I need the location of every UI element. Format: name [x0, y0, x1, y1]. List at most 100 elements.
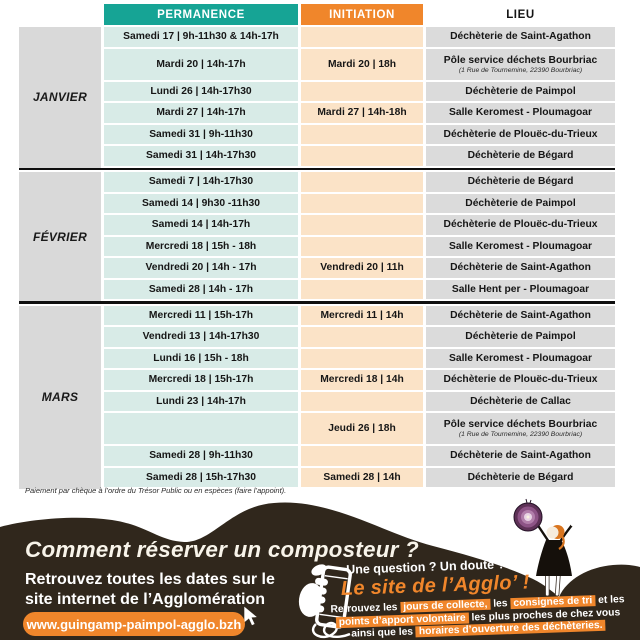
lieu-cell-text: Déchèterie de Saint-Agathon	[450, 31, 591, 43]
permanence-cell	[104, 413, 298, 444]
lieu-cell-text: Salle Keromest - Ploumagoar	[448, 240, 593, 252]
initiation-cell-text: Mercredi 18 | 14h	[320, 374, 404, 386]
lieu-cell: Déchèterie de Paimpol	[426, 193, 615, 213]
footer-subtitle-line2: site internet de l’Agglomération	[25, 591, 266, 608]
permanence-cell: Samedi 14 | 14h-17h	[104, 215, 298, 235]
table-row: Samedi 28 | 9h-11h30 Déchèterie de Saint-…	[104, 446, 615, 466]
highlight-consignes-de-tri: consignes de tri	[510, 595, 596, 610]
permanence-cell-text: Mardi 27 | 14h-17h	[156, 107, 246, 119]
month-rows: Samedi 17 | 9h-11h30 & 14h-17h Déchèterie…	[104, 27, 615, 168]
lieu-cell: Déchèterie de Plouëc-du-Trieux	[426, 215, 615, 235]
lieu-cell: Salle Hent per - Ploumagoar	[426, 279, 615, 299]
initiation-cell: Mercredi 11 | 14h	[301, 305, 423, 325]
table-row: Samedi 7 | 14h-17h30 Déchèterie de Bégard	[104, 172, 615, 192]
footer-section: Comment réserver un composteur ? Retrouv…	[0, 490, 640, 640]
lieu-cell: Déchèterie de Paimpol	[426, 327, 615, 347]
footer-subtitle: Retrouvez toutes les dates sur le site i…	[25, 570, 275, 610]
lieu-cell: Déchèterie de Bégard	[426, 172, 615, 192]
table-header-row: PERMANENCE INITIATION LIEU	[104, 4, 615, 25]
table-row: Samedi 14 | 14h-17h Déchèterie de Plouëc-…	[104, 215, 615, 235]
initiation-cell-text: Samedi 28 | 14h	[323, 471, 401, 483]
permanence-cell: Samedi 28 | 15h-17h30	[104, 467, 298, 487]
month-label: JANVIER	[19, 27, 101, 168]
permanence-cell-text: Mardi 20 | 14h-17h	[156, 58, 246, 70]
lieu-cell: Déchèterie de Callac	[426, 391, 615, 411]
initiation-cell: Samedi 28 | 14h	[301, 467, 423, 487]
permanence-cell: Mercredi 18 | 15h - 18h	[104, 236, 298, 256]
initiation-cell	[301, 215, 423, 235]
woman-hand	[570, 521, 576, 527]
permanence-cell: Samedi 28 | 9h-11h30	[104, 446, 298, 466]
initiation-cell-text: Vendredi 20 | 11h	[320, 262, 404, 274]
initiation-cell	[301, 391, 423, 411]
initiation-cell-text: Mardi 27 | 14h-18h	[317, 107, 407, 119]
permanence-cell: Samedi 28 | 14h - 17h	[104, 279, 298, 299]
lieu-cell: Pôle service déchets Bourbriac (1 Rue de …	[426, 413, 615, 444]
payment-footnote: Paiement par chèque à l’ordre du Trésor …	[25, 486, 287, 495]
initiation-cell	[301, 27, 423, 47]
table-row: Samedi 31 | 14h-17h30 Déchèterie de Bégar…	[104, 146, 615, 166]
month-group-2: FÉVRIER Samedi 7 | 14h-17h30 Déchèterie de…	[19, 172, 615, 301]
initiation-cell: Mardi 20 | 18h	[301, 48, 423, 80]
initiation-cell	[301, 327, 423, 347]
month-label: FÉVRIER	[19, 172, 101, 301]
initiation-cell-text: Mardi 20 | 18h	[327, 58, 397, 70]
lieu-header: LIEU	[506, 8, 535, 21]
table-row: Jeudi 26 | 18h Pôle service déchets Bourb…	[104, 413, 615, 444]
lieu-cell-text: Déchèterie de Plouëc-du-Trieux	[443, 219, 598, 231]
table-row: Vendredi 20 | 14h - 17h Vendredi 20 | 11h…	[104, 258, 615, 278]
table-row: Samedi 28 | 14h - 17h Salle Hent per - Pl…	[104, 279, 615, 299]
lieu-cell-text: Salle Keromest - Ploumagoar	[448, 352, 593, 364]
lieu-cell-text: Déchèterie de Saint-Agathon	[450, 450, 591, 462]
permanence-cell-text: Samedi 28 | 14h - 17h	[148, 283, 254, 295]
lieu-cell-text: Déchèterie de Plouëc-du-Trieux	[443, 374, 598, 386]
table-row: Samedi 14 | 9h30 -11h30 Déchèterie de Pai…	[104, 193, 615, 213]
initiation-cell-text: Mercredi 11 | 14h	[320, 309, 404, 321]
initiation-cell	[301, 193, 423, 213]
permanence-cell: Lundi 23 | 14h-17h	[104, 391, 298, 411]
permanence-cell: Lundi 26 | 14h-17h30	[104, 81, 298, 101]
permanence-cell-text: Vendredi 20 | 14h - 17h	[145, 262, 257, 274]
permanence-cell: Samedi 7 | 14h-17h30	[104, 172, 298, 192]
initiation-cell: Mardi 27 | 14h-18h	[301, 103, 423, 123]
permanence-cell: Mercredi 18 | 15h-17h	[104, 370, 298, 390]
lieu-cell: Pôle service déchets Bourbriac (1 Rue de …	[426, 48, 615, 80]
lieu-cell-text: Déchèterie de Bégard	[467, 176, 574, 188]
permanence-cell-text: Samedi 17 | 9h-11h30 & 14h-17h	[123, 31, 279, 43]
lieu-address: (1 Rue de Tournemine, 22390 Bourbriac)	[458, 66, 583, 74]
initiation-cell	[301, 348, 423, 368]
permanence-cell: Mardi 27 | 14h-17h	[104, 103, 298, 123]
lieu-cell: Déchèterie de Saint-Agathon	[426, 27, 615, 47]
table-row: Mercredi 11 | 15h-17h Mercredi 11 | 14h Dé…	[104, 305, 615, 325]
footer-subtitle-line1: Retrouvez toutes les dates sur le	[25, 571, 275, 588]
table-row: Samedi 28 | 15h-17h30 Samedi 28 | 14h Déch…	[104, 467, 615, 487]
table-row: Lundi 16 | 15h - 18h Salle Keromest - Plo…	[104, 348, 615, 368]
month-group-3: MARS Mercredi 11 | 15h-17h Mercredi 11 | 1…	[19, 305, 615, 489]
initiation-cell	[301, 146, 423, 166]
permanence-header: PERMANENCE	[104, 4, 298, 25]
initiation-cell: Jeudi 26 | 18h	[301, 413, 423, 444]
squiggle-line	[311, 621, 351, 638]
table-row: Vendredi 13 | 14h-17h30 Déchèterie de Pai…	[104, 327, 615, 347]
initiation-cell: Vendredi 20 | 11h	[301, 258, 423, 278]
lieu-cell-text: Salle Hent per - Ploumagoar	[451, 283, 590, 295]
permanence-cell-text: Samedi 14 | 14h-17h	[151, 219, 251, 231]
permanence-cell: Vendredi 20 | 14h - 17h	[104, 258, 298, 278]
lieu-cell: Salle Keromest - Ploumagoar	[426, 236, 615, 256]
initiation-header: INITIATION	[301, 4, 423, 25]
lieu-cell-text: Déchèterie de Paimpol	[465, 331, 576, 343]
initiation-cell	[301, 446, 423, 466]
lieu-address: (1 Rue de Tournemine, 22390 Bourbriac)	[458, 431, 583, 438]
woman-hair-strand	[558, 535, 565, 550]
woman-illustration	[513, 498, 576, 597]
website-button[interactable]: www.guingamp-paimpol-agglo.bzh	[23, 612, 245, 636]
permanence-cell-text: Samedi 14 | 9h30 -11h30	[142, 197, 260, 209]
permanence-cell: Mardi 20 | 14h-17h	[104, 48, 298, 80]
initiation-cell-text: Jeudi 26 | 18h	[328, 423, 396, 434]
initiation-cell	[301, 124, 423, 144]
permanence-cell: Samedi 31 | 9h-11h30	[104, 124, 298, 144]
lieu-cell-text: Déchèterie de Paimpol	[465, 197, 576, 209]
permanence-cell-text: Samedi 28 | 15h-17h30	[146, 471, 256, 483]
lieu-cell: Déchèterie de Plouëc-du-Trieux	[426, 370, 615, 390]
